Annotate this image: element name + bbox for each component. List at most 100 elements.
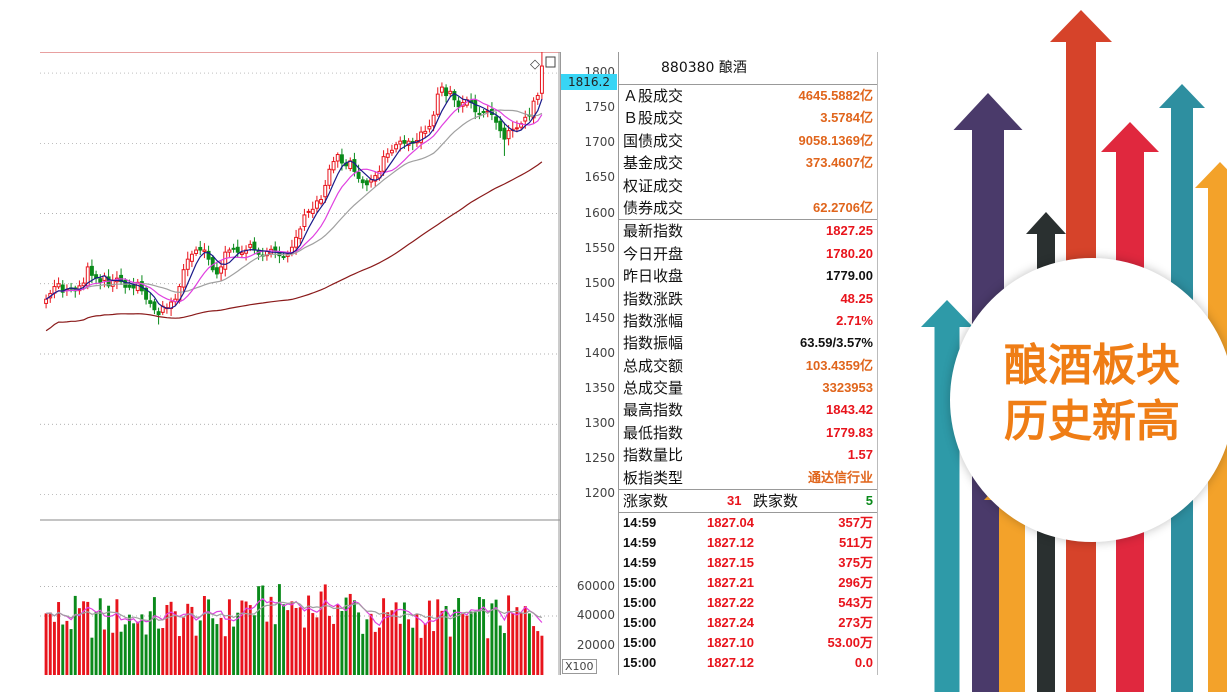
tick-row[interactable]: 15:00 1827.12 0.0 bbox=[619, 653, 877, 673]
tick-row[interactable]: 15:00 1827.24 273万 bbox=[619, 613, 877, 633]
candle-body bbox=[431, 114, 436, 127]
volume-bar bbox=[457, 597, 461, 675]
info-row-label: 最新指数 bbox=[623, 222, 684, 241]
candle-body bbox=[252, 241, 257, 251]
arrow-head bbox=[1195, 162, 1227, 188]
info-row-value: 103.4359亿 bbox=[805, 357, 873, 373]
candle-body bbox=[373, 175, 378, 182]
candle-body bbox=[452, 91, 457, 101]
index-quote-stats: 最新指数 1827.25 今日开盘 1780.20 昨日收盘 1779.00 指数涨跌 48.… bbox=[619, 219, 877, 489]
volume-bar bbox=[144, 634, 148, 675]
volume-bar bbox=[82, 601, 86, 675]
candle-body bbox=[248, 243, 253, 248]
tick-row[interactable]: 15:00 1827.22 543万 bbox=[619, 593, 877, 613]
price-tick: 1450 bbox=[584, 310, 615, 325]
tick-time: 14:59 bbox=[623, 555, 657, 571]
volume-bar bbox=[511, 613, 515, 675]
info-row-label: 指数涨幅 bbox=[623, 311, 684, 330]
volume-bar bbox=[148, 611, 152, 675]
volume-bar bbox=[311, 613, 315, 675]
price-tick: 1550 bbox=[584, 240, 615, 255]
tick-row[interactable]: 14:59 1827.12 511万 bbox=[619, 533, 877, 553]
info-row-value: 62.2706亿 bbox=[813, 199, 873, 215]
candle-body bbox=[302, 214, 307, 228]
volume-bar bbox=[136, 621, 140, 675]
tick-row[interactable]: 14:59 1827.15 375万 bbox=[619, 553, 877, 573]
volume-bar bbox=[394, 602, 398, 675]
tick-row[interactable]: 15:00 1827.21 296万 bbox=[619, 573, 877, 593]
info-row-value: 1780.20 bbox=[826, 245, 873, 261]
info-row-value: 1.57 bbox=[847, 447, 873, 463]
info-row-label: 昨日收盘 bbox=[623, 267, 684, 286]
price-axis: 1800 1750 1700 1650 1600 1550 1500 1450 1400 1350… bbox=[560, 52, 620, 675]
candle-body bbox=[181, 269, 186, 288]
arrow-head bbox=[1159, 84, 1205, 108]
tick-time: 15:00 bbox=[623, 615, 657, 631]
volume-bar bbox=[440, 610, 444, 675]
volume-bar bbox=[165, 604, 169, 675]
badge-line-2: 历史新高 bbox=[1004, 396, 1180, 447]
tick-volume: 357万 bbox=[838, 515, 873, 531]
candle-body bbox=[152, 301, 157, 311]
candle-body bbox=[339, 154, 344, 164]
current-price-label: 1816.2 bbox=[561, 74, 617, 90]
info-row-value: 3323953 bbox=[822, 380, 873, 396]
info-row: 最低指数 1779.83 bbox=[619, 422, 877, 444]
volume-bar bbox=[248, 605, 252, 675]
candle-body bbox=[323, 184, 328, 198]
candle-body bbox=[156, 311, 161, 316]
info-row-label: 基金成交 bbox=[623, 154, 684, 173]
tick-list[interactable]: 14:59 1827.04 357万 14:59 1827.12 511万 14:59 182… bbox=[619, 512, 877, 673]
volume-bar bbox=[119, 631, 123, 675]
tick-row[interactable]: 14:59 1827.04 357万 bbox=[619, 513, 877, 533]
volume-bar bbox=[115, 599, 119, 675]
volume-bar bbox=[223, 636, 227, 675]
candlestick-chart[interactable]: 1843.42◇ bbox=[40, 52, 560, 675]
volume-bar bbox=[369, 613, 373, 675]
candle-body bbox=[473, 99, 478, 113]
volume-bar bbox=[65, 620, 69, 675]
candle-body bbox=[456, 100, 461, 108]
volume-bar bbox=[536, 631, 540, 675]
candle-body bbox=[439, 86, 444, 93]
volume-bar bbox=[527, 613, 531, 675]
tick-price: 1827.22 bbox=[707, 595, 754, 611]
info-row-value: 2.71% bbox=[836, 312, 873, 328]
tick-row[interactable]: 15:00 1827.10 53.00万 bbox=[619, 633, 877, 653]
price-tick: 1200 bbox=[584, 486, 615, 501]
volume-bar bbox=[315, 617, 319, 675]
volume-bar bbox=[202, 596, 206, 675]
volume-bar bbox=[344, 597, 348, 675]
candle-body bbox=[189, 253, 194, 262]
candle-body bbox=[385, 153, 390, 158]
info-row-label: 权证成交 bbox=[623, 176, 684, 195]
info-row: 总成交额 103.4359亿 bbox=[619, 355, 877, 377]
index-title: 880380 酿酒 bbox=[619, 52, 877, 85]
info-row: 指数振幅 63.59/3.57% bbox=[619, 332, 877, 354]
info-row: 权证成交 bbox=[619, 175, 877, 197]
tick-price: 1827.21 bbox=[707, 575, 754, 591]
info-row-label: 债券成交 bbox=[623, 198, 684, 217]
volume-bar bbox=[227, 599, 231, 675]
candle-body bbox=[273, 246, 278, 252]
candle-body bbox=[523, 116, 528, 122]
candle-body bbox=[394, 144, 399, 150]
volume-bar bbox=[182, 617, 186, 675]
chart-canvas[interactable]: 1843.42◇ bbox=[40, 52, 560, 675]
volume-bar bbox=[211, 618, 215, 675]
volume-bar bbox=[402, 602, 406, 675]
volume-bar bbox=[319, 591, 323, 675]
volume-bar bbox=[336, 604, 340, 675]
volume-bar bbox=[240, 600, 244, 675]
price-tick: 1750 bbox=[584, 100, 615, 115]
candle-body bbox=[60, 284, 65, 293]
decline-label: 跌家数 bbox=[753, 492, 799, 511]
volume-bar bbox=[186, 603, 190, 675]
volume-bar bbox=[190, 606, 194, 675]
info-row: 今日开盘 1780.20 bbox=[619, 243, 877, 265]
volume-bar bbox=[48, 612, 52, 675]
info-row-value: 373.4607亿 bbox=[805, 155, 873, 171]
candle-body bbox=[539, 65, 544, 94]
volume-bar bbox=[386, 612, 390, 675]
volume-bar bbox=[486, 638, 490, 675]
